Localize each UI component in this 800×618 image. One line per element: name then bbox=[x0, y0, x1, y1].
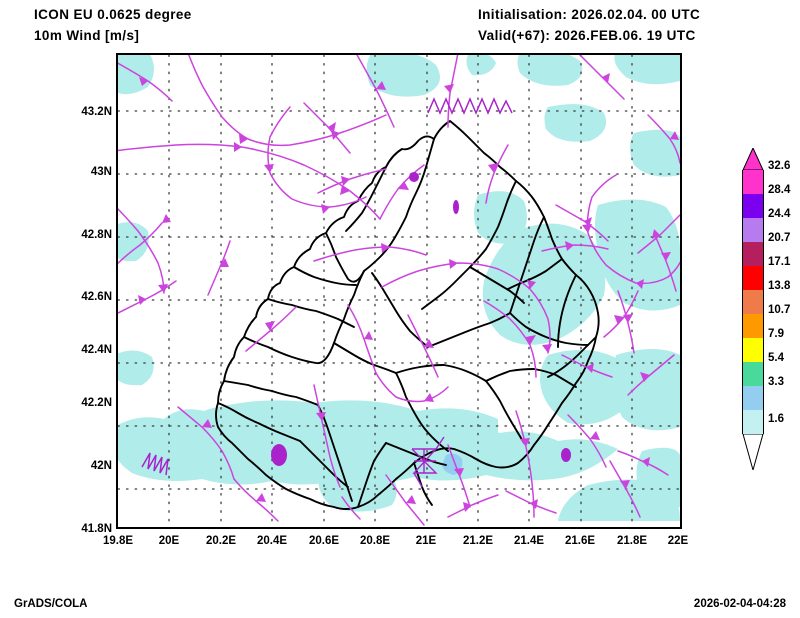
colorbar-band-24-4 bbox=[742, 218, 764, 242]
colorbar-label-20-7: 20.7 bbox=[768, 232, 791, 244]
colorbar-band-17-1 bbox=[742, 266, 764, 290]
administrative-borders bbox=[215, 120, 600, 510]
colorbar-band-28-4 bbox=[742, 194, 764, 218]
streamline-convergence-blobs bbox=[271, 172, 571, 466]
colorbar-under-arrow bbox=[742, 434, 764, 470]
colorbar-label-24-4: 24.4 bbox=[768, 208, 791, 220]
colorbar-over-arrow bbox=[742, 148, 764, 170]
x-tick-19-8E: 19.8E bbox=[102, 535, 134, 547]
streamline-shear-zigzags bbox=[141, 97, 513, 476]
colorbar-band-7-9 bbox=[742, 338, 764, 362]
header-valid-time: Valid(+67): 2026.FEB.06. 19 UTC bbox=[478, 28, 696, 43]
colorbar-label-3-3: 3.3 bbox=[768, 376, 784, 388]
streamline-arrowheads bbox=[138, 73, 679, 512]
colorbar-label-1-6: 1.6 bbox=[768, 413, 784, 425]
windspeed-colorbar bbox=[742, 148, 764, 470]
colorbar-band-13-8 bbox=[742, 290, 764, 314]
x-tick-20-8E: 20.8E bbox=[359, 535, 391, 547]
x-tick-21-6E: 21.6E bbox=[564, 535, 596, 547]
colorbar-label-7-9: 7.9 bbox=[768, 328, 784, 340]
colorbar-label-13-8: 13.8 bbox=[768, 280, 791, 292]
y-tick-42-8N: 42.8N bbox=[81, 229, 112, 241]
x-tick-22E: 22E bbox=[667, 535, 689, 547]
y-tick-42-4N: 42.4N bbox=[81, 344, 112, 356]
colorbar-band-1-6 bbox=[742, 410, 764, 434]
colorbar-band-5-4 bbox=[742, 362, 764, 386]
colorbar-band-20-7 bbox=[742, 242, 764, 266]
footer-timestamp: 2026-02-04-04:28 bbox=[693, 598, 786, 610]
map-canvas bbox=[118, 55, 680, 527]
y-tick-41-8N: 41.8N bbox=[81, 523, 112, 535]
colorbar-band-10-7 bbox=[742, 314, 764, 338]
header-variable-title: 10m Wind [m/s] bbox=[34, 28, 140, 43]
header-initialisation: Initialisation: 2026.02.04. 00 UTC bbox=[478, 7, 701, 22]
x-tick-21-8E: 21.8E bbox=[616, 535, 648, 547]
y-tick-42N: 42N bbox=[90, 460, 112, 472]
x-tick-20-2E: 20.2E bbox=[205, 535, 237, 547]
x-tick-20-6E: 20.6E bbox=[308, 535, 340, 547]
footer-attribution: GrADS/COLA bbox=[14, 598, 88, 610]
windspeed-shading-layer bbox=[118, 55, 680, 521]
x-tick-20-4E: 20.4E bbox=[256, 535, 288, 547]
x-tick-21E: 21E bbox=[415, 535, 437, 547]
streamline-convergence-mesh bbox=[411, 436, 445, 488]
x-tick-21-2E: 21.2E bbox=[462, 535, 494, 547]
y-tick-43-2N: 43.2N bbox=[81, 106, 112, 118]
header-model-title: ICON EU 0.0625 degree bbox=[34, 7, 192, 22]
y-tick-43N: 43N bbox=[90, 166, 112, 178]
y-tick-42-6N: 42.6N bbox=[81, 291, 112, 303]
colorbar-label-28-4: 28.4 bbox=[768, 184, 791, 196]
x-tick-20E: 20E bbox=[158, 535, 180, 547]
colorbar-label-10-7: 10.7 bbox=[768, 304, 791, 316]
colorbar-label-5-4: 5.4 bbox=[768, 352, 784, 364]
colorbar-label-32-6: 32.6 bbox=[768, 160, 791, 172]
colorbar-band-32-6 bbox=[742, 170, 764, 194]
colorbar-label-17-1: 17.1 bbox=[768, 256, 791, 268]
x-tick-21-4E: 21.4E bbox=[513, 535, 545, 547]
y-tick-42-2N: 42.2N bbox=[81, 397, 112, 409]
map-plot-area bbox=[116, 53, 682, 529]
colorbar-band-3-3 bbox=[742, 386, 764, 410]
